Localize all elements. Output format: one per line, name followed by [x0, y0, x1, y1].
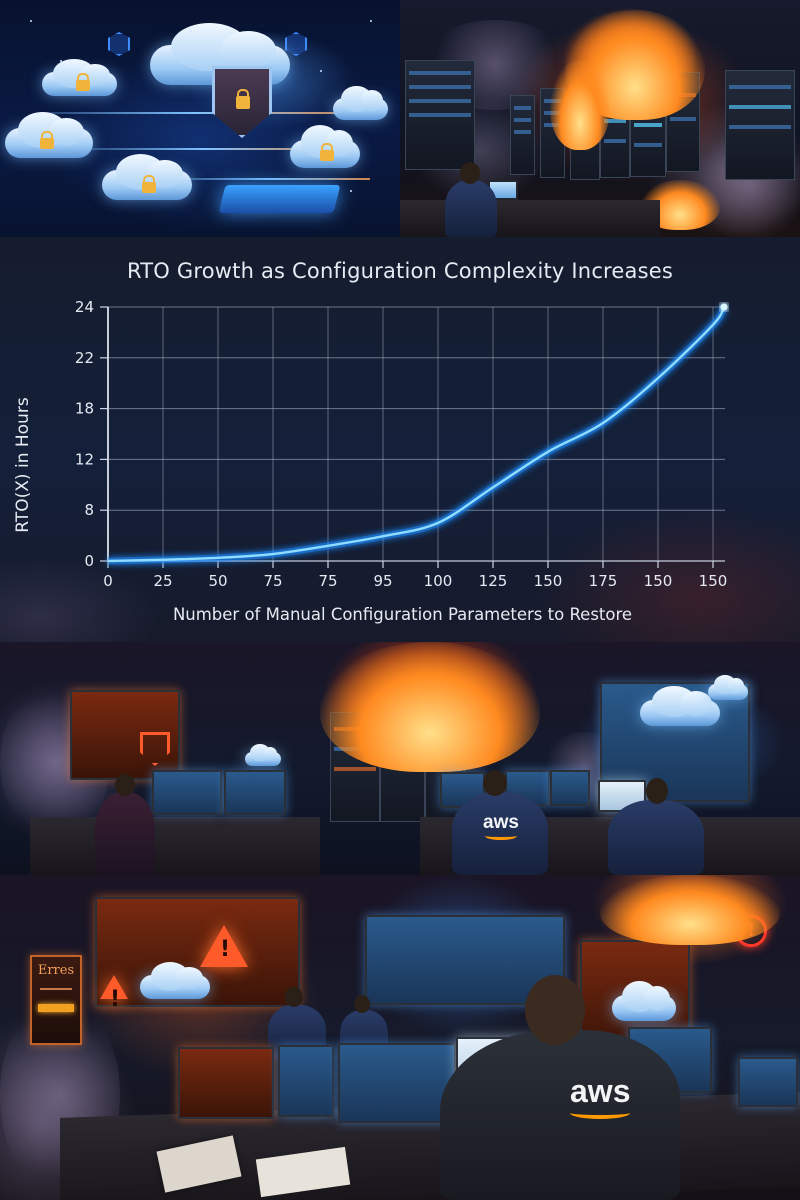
- y-axis-ticks: 0 8 12 18 22 24: [75, 298, 108, 570]
- rto-growth-chart: RTO Growth as Configuration Complexity I…: [0, 237, 800, 642]
- aws-smile-icon: [485, 832, 517, 840]
- flame: [600, 875, 780, 945]
- engineer-figure: [445, 180, 497, 237]
- aws-logo-text: aws: [570, 1073, 631, 1109]
- x-axis-ticks: 0 25 50 75 75 95 100 125 150 175 150 150: [103, 561, 727, 590]
- y-tick-label: 18: [75, 400, 94, 418]
- connection-line: [40, 112, 350, 114]
- connection-line: [170, 178, 370, 180]
- error-panel: Erres: [30, 955, 82, 1045]
- desk-monitor: [738, 1057, 798, 1107]
- engineer-figure: [95, 792, 155, 875]
- desk-monitor: [278, 1045, 334, 1117]
- grid-lines: [107, 306, 725, 562]
- server-rack: [725, 70, 795, 180]
- incident-war-room-illustration: Erres ! aws: [0, 875, 800, 1200]
- warning-icon: [100, 975, 128, 1012]
- hexagon-badge-icon: [285, 32, 307, 56]
- desk-monitor: [152, 770, 222, 815]
- shield-alert-icon: [140, 732, 170, 766]
- y-tick-label: 8: [84, 501, 94, 519]
- lock-icon: [236, 89, 250, 109]
- x-tick-label: 150: [644, 572, 673, 590]
- x-axis-label: Number of Manual Configuration Parameter…: [172, 605, 633, 624]
- x-tick-label: 150: [699, 572, 728, 590]
- y-tick-label: 22: [75, 349, 94, 367]
- warning-icon: [200, 925, 248, 967]
- aws-logo-text: aws: [483, 812, 519, 833]
- lock-icon: [76, 73, 90, 91]
- lock-icon: [320, 143, 334, 161]
- operations-center-illustration: aws: [0, 642, 800, 875]
- wall-monitor: [95, 897, 300, 1007]
- chart-title: RTO Growth as Configuration Complexity I…: [126, 259, 674, 283]
- x-tick-label: 50: [208, 572, 227, 590]
- x-tick-label: 0: [103, 572, 113, 590]
- rto-curve: [107, 306, 726, 563]
- y-tick-label: 0: [84, 552, 94, 570]
- cloud-icon: [333, 85, 388, 120]
- x-tick-label: 175: [589, 572, 618, 590]
- aws-smile-icon: [570, 1107, 630, 1119]
- x-tick-label: 100: [424, 572, 453, 590]
- x-tick-label: 95: [373, 572, 392, 590]
- x-tick-label: 75: [263, 572, 282, 590]
- desk-monitor: [550, 770, 590, 806]
- flame: [320, 642, 540, 772]
- lock-icon: [40, 131, 54, 149]
- x-tick-label: 75: [318, 572, 337, 590]
- glowing-tablet: [218, 185, 341, 213]
- laptop-screen: [338, 1043, 456, 1123]
- cloud-icon: [640, 685, 720, 726]
- connection-line: [80, 148, 330, 150]
- lock-icon: [142, 175, 156, 193]
- cloud-icon: [612, 980, 676, 1021]
- server-rack: [510, 95, 535, 175]
- engineer-figure: [608, 800, 704, 875]
- rto-curve-glow: [107, 305, 728, 565]
- y-tick-label: 12: [75, 450, 94, 468]
- x-tick-label: 150: [534, 572, 563, 590]
- x-tick-label: 25: [153, 572, 172, 590]
- cloud-security-illustration: [0, 0, 400, 237]
- hexagon-badge-icon: [108, 32, 130, 56]
- chart-plot-area: 0 8 12 18 22 24 0 25 50 75 75 95 100 125 150 175 150 150: [75, 298, 728, 590]
- server-rack: [405, 60, 475, 170]
- desk-monitor: [178, 1047, 274, 1119]
- aws-engineer-figure: [440, 1030, 680, 1200]
- cloud-icon: [140, 961, 210, 999]
- cloud-icon: [245, 744, 281, 766]
- cloud-upload-icon: [708, 675, 748, 700]
- y-tick-label: 24: [75, 298, 94, 316]
- burning-datacenter-illustration: [400, 0, 800, 237]
- x-tick-label: 125: [479, 572, 508, 590]
- desk-monitor: [224, 770, 286, 815]
- curve-endpoint-marker: [720, 303, 728, 311]
